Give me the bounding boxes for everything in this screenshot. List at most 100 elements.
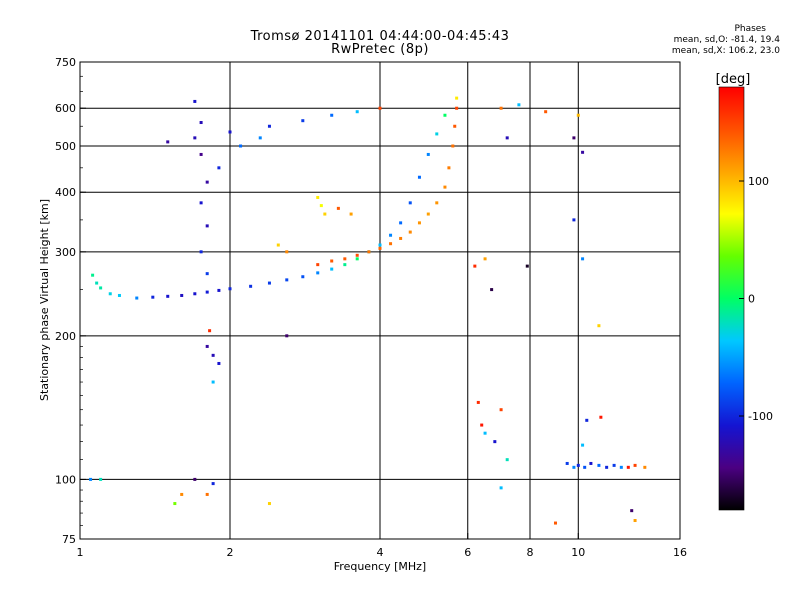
data-point <box>490 288 494 292</box>
data-point <box>499 486 503 490</box>
data-point <box>378 246 382 250</box>
data-point <box>619 465 623 469</box>
y-tick-label: 200 <box>55 330 76 343</box>
colorbar-tick-label: 0 <box>748 293 755 306</box>
data-point <box>597 324 601 328</box>
x-tick-label: 6 <box>464 546 471 559</box>
data-point <box>267 502 271 506</box>
data-point <box>301 119 305 123</box>
data-point <box>476 400 480 404</box>
data-point <box>583 465 587 469</box>
data-point <box>399 236 403 240</box>
data-point <box>285 278 289 282</box>
data-point <box>166 140 170 144</box>
data-point <box>323 212 327 216</box>
data-point <box>166 294 170 298</box>
data-point <box>316 271 320 275</box>
phase-info-title: Phases <box>734 24 766 34</box>
data-point <box>180 293 184 297</box>
data-point <box>399 221 403 225</box>
data-point <box>565 461 569 465</box>
data-point <box>343 257 347 261</box>
data-point <box>455 106 459 110</box>
data-point <box>135 296 139 300</box>
data-point <box>576 113 580 117</box>
data-point <box>193 136 197 140</box>
data-point <box>426 212 430 216</box>
data-point <box>211 380 215 384</box>
data-point <box>228 287 232 291</box>
data-point <box>389 242 393 246</box>
data-point <box>451 144 455 148</box>
data-point <box>228 130 232 134</box>
data-point <box>483 257 487 261</box>
data-point <box>493 440 497 444</box>
x-axis-label: Frequency [MHz] <box>334 560 426 573</box>
data-point <box>267 281 271 285</box>
y-tick-label: 750 <box>55 56 76 69</box>
data-point <box>330 113 334 117</box>
data-point <box>211 353 215 357</box>
x-tick-label: 10 <box>571 546 585 559</box>
data-point <box>367 250 371 254</box>
data-point <box>95 281 99 285</box>
data-point <box>643 465 647 469</box>
data-point <box>435 201 439 205</box>
data-point <box>443 113 447 117</box>
data-point <box>205 272 209 276</box>
data-point <box>612 463 616 467</box>
data-point <box>336 206 340 210</box>
data-point <box>249 284 253 288</box>
data-point <box>576 463 580 467</box>
x-tick-label: 1 <box>77 546 84 559</box>
data-point <box>239 144 243 148</box>
data-point <box>199 121 203 125</box>
data-point <box>267 124 271 128</box>
data-point <box>151 295 155 299</box>
data-point <box>378 106 382 110</box>
data-point <box>355 257 359 261</box>
colorbar-tick-label: 100 <box>748 175 769 188</box>
x-tick-label: 4 <box>377 546 384 559</box>
data-point <box>544 110 548 114</box>
data-point <box>217 361 221 365</box>
data-point <box>378 243 382 247</box>
colorbar: [deg] 100 0 -100 <box>716 72 773 511</box>
data-point <box>572 465 576 469</box>
y-tick-label: 500 <box>55 140 76 153</box>
data-point <box>480 423 484 427</box>
data-point <box>553 521 557 525</box>
data-point <box>316 195 320 199</box>
data-point <box>473 264 477 268</box>
y-tick-label: 75 <box>62 533 76 546</box>
data-points <box>89 96 647 525</box>
data-point <box>417 221 421 225</box>
data-point <box>205 492 209 496</box>
colorbar-tick-label: -100 <box>748 410 773 423</box>
data-point <box>599 415 603 419</box>
data-point <box>389 233 393 237</box>
data-point <box>193 477 197 481</box>
y-axis-label: Stationary phase Virtual Height [km] <box>38 199 51 401</box>
data-point <box>447 166 451 170</box>
data-point <box>443 185 447 189</box>
data-point <box>435 132 439 136</box>
data-point <box>205 180 209 184</box>
data-point <box>258 136 262 140</box>
data-point <box>319 204 323 208</box>
axis-labels: Frequency [MHz] Stationary phase Virtual… <box>38 199 426 573</box>
grid-lines <box>80 62 680 539</box>
data-point <box>91 273 95 277</box>
data-point <box>581 443 585 447</box>
data-point <box>517 103 521 107</box>
data-point <box>408 201 412 205</box>
chart-subtitle: RwPretec (8p) <box>331 42 429 57</box>
data-point <box>193 99 197 103</box>
data-point <box>355 110 359 114</box>
data-point <box>581 257 585 261</box>
phase-info-x-mode: mean, sd,X: 106.2, 23.0 <box>671 46 780 56</box>
data-point <box>408 230 412 234</box>
data-point <box>208 329 212 333</box>
